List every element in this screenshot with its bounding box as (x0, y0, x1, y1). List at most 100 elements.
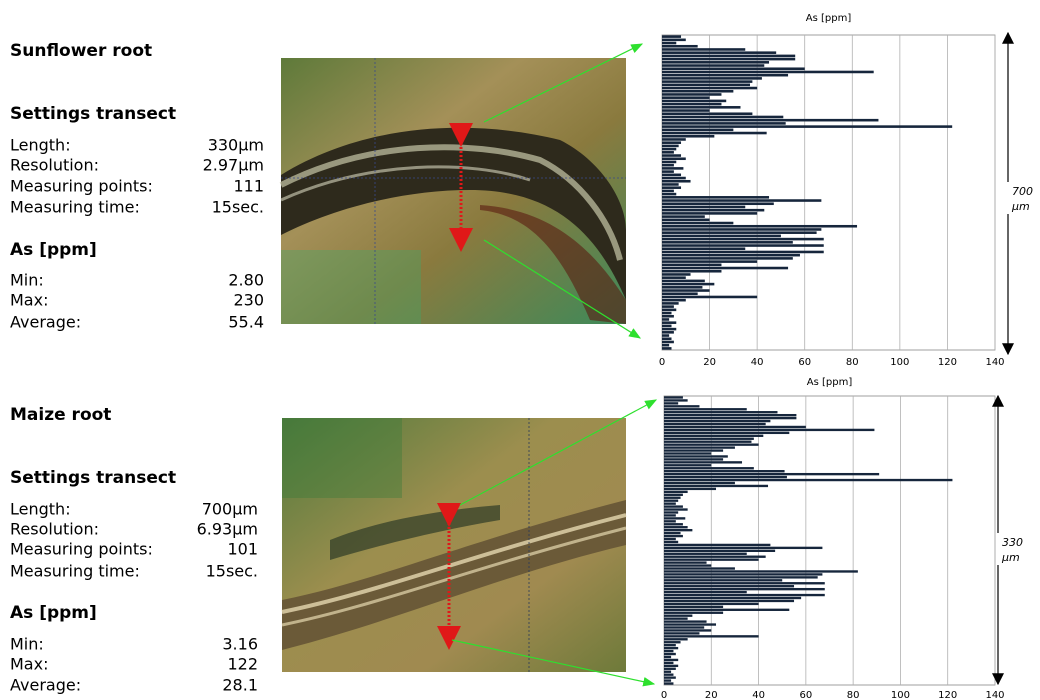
bar (662, 112, 752, 115)
x-tick-label: 100 (890, 357, 909, 368)
bar (662, 61, 769, 64)
bar (662, 341, 674, 344)
bar (664, 653, 676, 655)
x-axis-label: As [ppm] (807, 377, 853, 388)
bar (664, 662, 673, 664)
bar (664, 461, 742, 463)
x-tick-label: 140 (985, 690, 1004, 700)
stat-label: Max: (10, 655, 48, 674)
x-tick-label: 120 (938, 690, 957, 700)
bar (664, 414, 796, 416)
bar (662, 286, 702, 289)
bar (662, 331, 674, 334)
bar (664, 417, 796, 419)
bar (664, 558, 759, 560)
stat-label: Max: (10, 291, 48, 310)
stat-label: Average: (10, 313, 81, 332)
bar (662, 116, 783, 119)
bar (664, 561, 707, 563)
bar (664, 594, 825, 596)
bar (664, 659, 678, 661)
bar (662, 334, 669, 337)
bar (662, 58, 795, 61)
bar (662, 67, 805, 70)
setting-label: Measuring time: (10, 562, 140, 581)
bar (662, 235, 781, 238)
bar (662, 93, 721, 96)
stat-value: 2.80 (228, 271, 264, 290)
bar (664, 485, 768, 487)
bar (664, 576, 818, 578)
bar (664, 441, 751, 443)
bar (664, 570, 858, 572)
bar (664, 579, 782, 581)
bar (662, 219, 710, 222)
bar (662, 180, 691, 183)
bar (664, 547, 822, 549)
setting-value: 2.97µm (203, 156, 264, 175)
bar (664, 644, 676, 646)
bar (662, 196, 769, 199)
bar (664, 482, 735, 484)
x-tick-label: 80 (847, 690, 860, 700)
bar (664, 473, 879, 475)
setting-label: Resolution: (10, 520, 99, 539)
bar (662, 283, 714, 286)
bar (664, 647, 678, 649)
bar (664, 464, 711, 466)
bar (662, 244, 824, 247)
x-tick-label: 80 (846, 357, 859, 368)
bar (664, 491, 688, 493)
bar (664, 615, 692, 617)
setting-label: Measuring points: (10, 540, 153, 559)
bar (662, 238, 824, 241)
bar (664, 564, 711, 566)
scale-value: 330 (1002, 536, 1023, 549)
bar (664, 488, 716, 490)
bar (662, 154, 681, 157)
bar (662, 251, 824, 254)
setting-label: Measuring time: (10, 198, 140, 217)
bar (664, 423, 766, 425)
stat-value: 3.16 (222, 635, 258, 654)
bar (664, 508, 688, 510)
bar (664, 402, 678, 404)
bar (664, 535, 683, 537)
bar (662, 119, 878, 122)
bar (662, 145, 679, 148)
bar (662, 292, 698, 295)
bar (662, 312, 672, 315)
bar (664, 497, 681, 499)
bar (664, 606, 723, 608)
bar (662, 106, 740, 109)
setting-value: 111 (233, 177, 264, 196)
bar (664, 408, 747, 410)
bar (662, 161, 676, 164)
bar (662, 289, 710, 292)
section-title: As [ppm] (10, 240, 97, 260)
bar (662, 347, 672, 350)
figure: Sunflower rootSettings transectLength:33… (0, 0, 1040, 700)
bar (664, 396, 683, 398)
bar (662, 109, 710, 112)
bar (664, 470, 785, 472)
bar (662, 141, 681, 144)
bar (664, 479, 952, 481)
bar (664, 455, 728, 457)
bar (662, 318, 669, 321)
x-tick-label: 0 (659, 357, 665, 368)
x-tick-label: 20 (703, 357, 716, 368)
bar (664, 432, 789, 434)
bar (664, 526, 688, 528)
bar (662, 264, 721, 267)
bar (664, 665, 678, 667)
setting-value: 15sec. (206, 562, 258, 581)
bar (662, 183, 679, 186)
bar (664, 405, 699, 407)
section-title: Settings transect (10, 104, 176, 124)
bar (664, 532, 681, 534)
bar (664, 556, 766, 558)
section-title: As [ppm] (10, 603, 97, 623)
bar (662, 84, 750, 87)
bar (662, 174, 681, 177)
